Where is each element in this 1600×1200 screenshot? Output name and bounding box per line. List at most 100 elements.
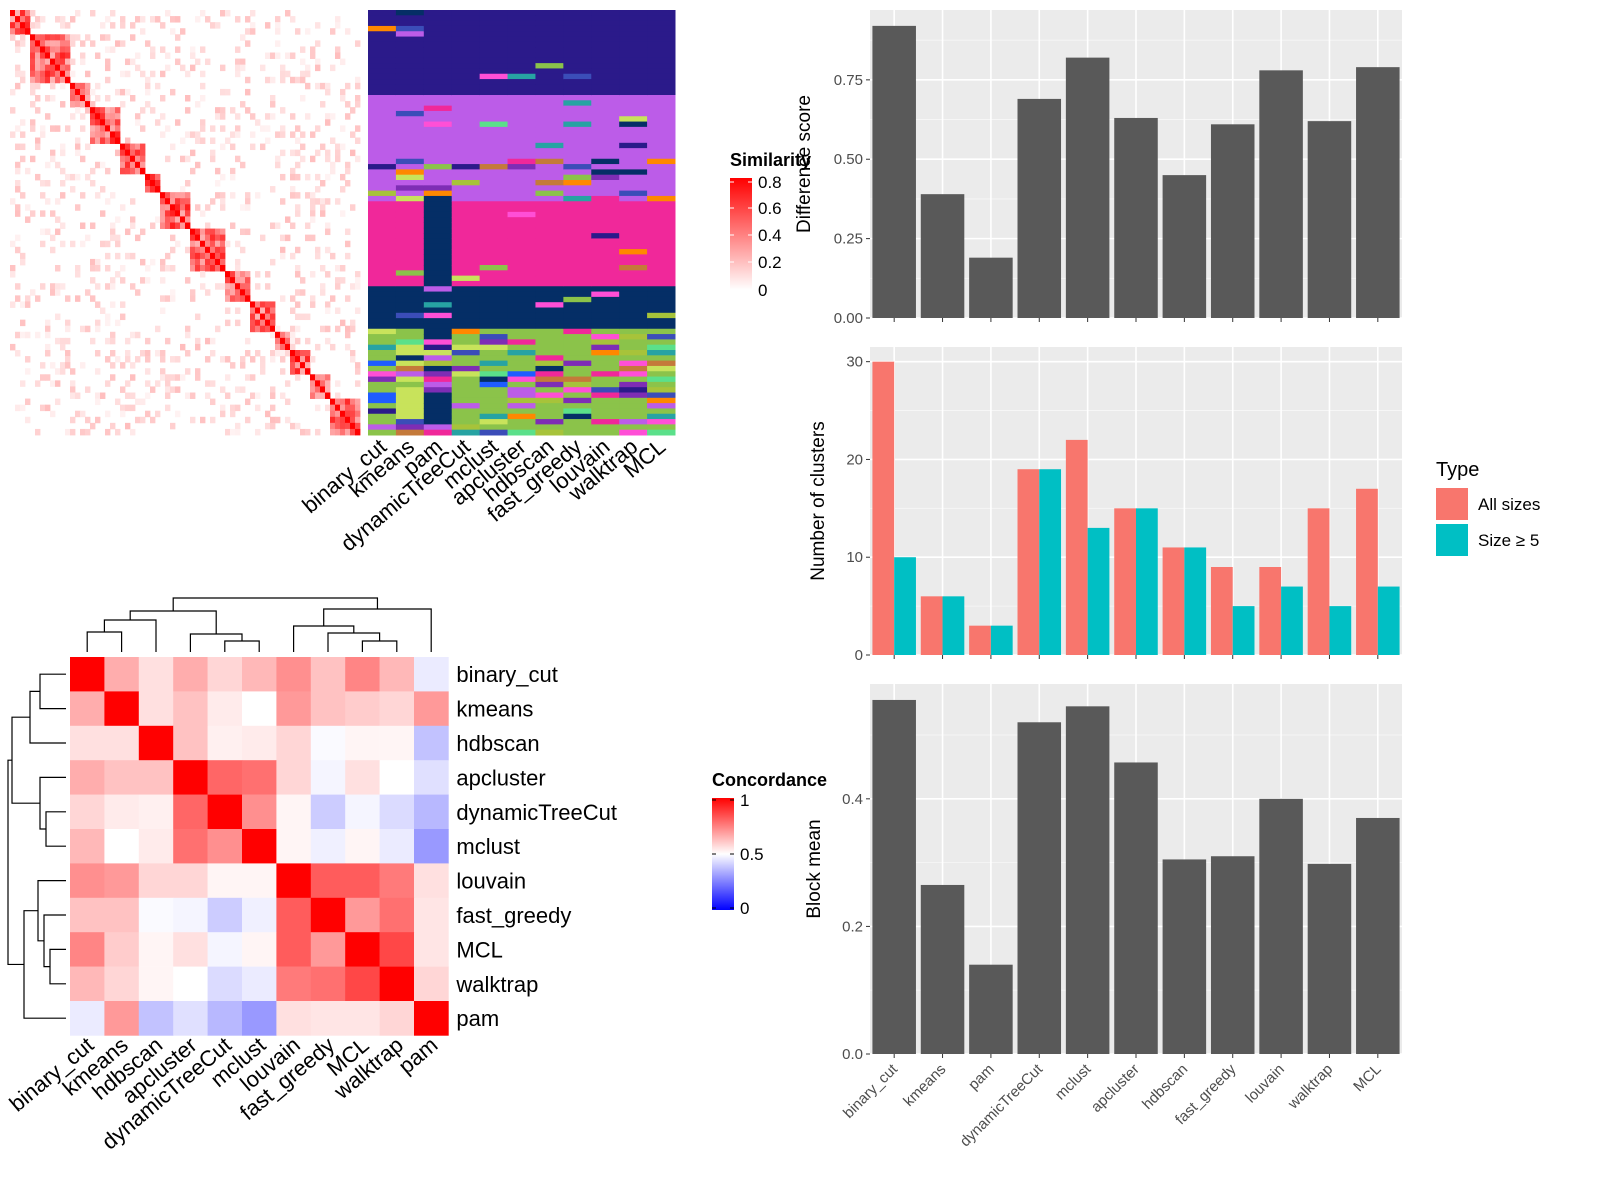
similarity-cell xyxy=(180,155,186,163)
similarity-cell xyxy=(300,143,306,151)
class-cell xyxy=(395,63,425,69)
similarity-cell xyxy=(200,258,206,266)
class-cell xyxy=(563,238,592,245)
similarity-cell xyxy=(290,113,296,120)
concordance-cell xyxy=(379,1001,415,1036)
class-cell xyxy=(563,403,592,409)
class-cell xyxy=(619,392,648,399)
class-cell xyxy=(368,148,397,154)
similarity-cell xyxy=(325,301,331,308)
similarity-cell xyxy=(195,374,201,381)
similarity-cell xyxy=(355,271,361,278)
dendrogram-branch xyxy=(86,631,123,652)
similarity-cell xyxy=(165,295,171,302)
class-cell xyxy=(395,328,425,335)
similarity-cell xyxy=(280,234,286,242)
similarity-cell xyxy=(220,198,226,205)
class-cell xyxy=(423,15,453,22)
concordance-cell xyxy=(379,966,415,1002)
similarity-cell xyxy=(125,228,131,236)
class-cell xyxy=(479,429,509,436)
class-cell xyxy=(563,174,592,181)
class-cell xyxy=(619,376,648,383)
class-cell xyxy=(479,339,509,346)
class-cell xyxy=(479,227,509,234)
concordance-cell xyxy=(242,657,277,692)
similarity-cell xyxy=(220,265,226,272)
class-cell xyxy=(451,148,481,154)
class-cell xyxy=(535,318,564,324)
class-cell xyxy=(451,429,481,436)
concordance-cell xyxy=(70,829,105,864)
class-cell xyxy=(591,387,620,393)
similarity-cell xyxy=(355,155,361,163)
class-cell xyxy=(479,126,509,133)
similarity-cell xyxy=(135,289,141,296)
similarity-cell xyxy=(320,180,326,187)
class-cell xyxy=(395,339,425,346)
class-cell xyxy=(591,344,620,351)
class-cell xyxy=(368,169,397,176)
class-cell xyxy=(423,249,453,255)
similarity-cell xyxy=(105,240,111,248)
class-cell xyxy=(451,142,481,149)
class-cell xyxy=(507,142,536,149)
similarity-cell xyxy=(40,64,46,72)
class-cell xyxy=(591,47,620,53)
similarity-cell xyxy=(345,167,351,175)
class-cell xyxy=(368,403,397,409)
similarity-cell xyxy=(10,198,16,205)
similarity-cell xyxy=(230,131,236,138)
similarity-cell xyxy=(245,28,251,35)
similarity-cell xyxy=(220,204,226,211)
similarity-cell xyxy=(175,386,181,393)
class-cell xyxy=(395,334,425,340)
class-cell xyxy=(423,408,453,415)
similarity-cell xyxy=(40,46,46,53)
similarity-cell xyxy=(305,313,311,321)
similarity-cell xyxy=(310,192,316,199)
similarity-cell xyxy=(160,198,166,205)
similarity-cell xyxy=(270,325,276,333)
class-cell xyxy=(423,201,453,208)
similarity-cell xyxy=(75,34,81,41)
class-cell xyxy=(591,116,620,123)
similarity-cell xyxy=(135,149,141,157)
concordance-cell xyxy=(173,829,208,864)
similarity-cell xyxy=(335,422,341,430)
similarity-cell xyxy=(250,307,256,314)
similarity-cell xyxy=(335,307,341,314)
similarity-cell xyxy=(300,289,306,296)
similarity-cell xyxy=(195,258,201,266)
y-axis-title: Block mean xyxy=(804,819,825,918)
similarity-cell xyxy=(90,10,96,17)
bar xyxy=(1210,856,1255,1054)
similarity-cell xyxy=(235,428,241,436)
similarity-cell xyxy=(125,70,131,78)
similarity-cell xyxy=(40,16,46,23)
similarity-cell xyxy=(310,210,316,217)
class-cell xyxy=(535,291,564,298)
similarity-cell xyxy=(35,143,41,151)
class-cell xyxy=(451,132,481,138)
similarity-cell xyxy=(145,265,151,272)
similarity-cell xyxy=(205,356,211,363)
similarity-cell xyxy=(270,416,276,424)
class-cell xyxy=(479,47,509,53)
concordance-cell xyxy=(276,829,312,864)
similarity-cell xyxy=(270,95,276,102)
similarity-cell xyxy=(270,319,276,327)
class-cell xyxy=(423,318,453,324)
similarity-cell xyxy=(70,386,76,393)
similarity-cell xyxy=(90,295,96,302)
similarity-cell xyxy=(225,374,231,381)
similarity-cell xyxy=(70,95,76,102)
similarity-cell xyxy=(200,240,206,248)
similarity-cell xyxy=(175,46,181,53)
similarity-legend-tick-label: 0 xyxy=(758,281,767,300)
similarity-cell xyxy=(135,143,141,151)
similarity-cell xyxy=(170,28,176,35)
similarity-cell xyxy=(270,331,276,339)
concordance-cell xyxy=(104,691,140,727)
